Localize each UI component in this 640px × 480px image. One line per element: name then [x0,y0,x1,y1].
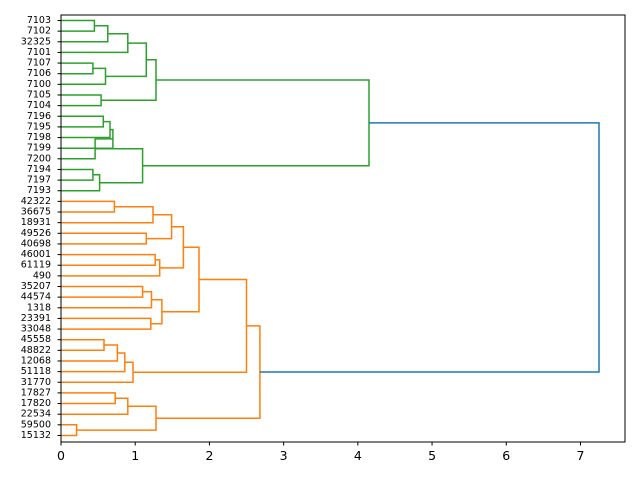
leaf-label: 7193 [27,185,51,196]
leaf-label: 7195 [27,121,51,132]
leaf-label: 17827 [21,387,51,398]
leaf-label: 49526 [21,228,51,239]
leaf-label: 18931 [21,217,51,228]
leaf-label: 7106 [27,68,51,79]
dendrogram-link [61,115,105,128]
leaf-label: 7197 [27,175,51,186]
x-tick-label: 1 [131,448,139,463]
dendrogram-link [61,259,161,277]
x-tick-label: 4 [354,448,362,463]
leaf-label: 7194 [27,164,51,175]
leaf-label: 46001 [21,249,51,260]
dendrogram-link [61,397,129,415]
dendrogram-link [150,299,163,325]
x-tick-label: 7 [576,448,584,463]
leaf-label: 7196 [27,111,51,122]
leaf-label: 7200 [27,153,51,164]
leaf-label: 42322 [21,196,51,207]
dendrogram-link [61,232,148,245]
dendrogram-link [61,291,153,309]
plot-frame [60,14,626,443]
dendrogram-link [61,205,154,224]
dendrogram-link [61,253,156,266]
x-tick-label: 6 [502,448,510,463]
leaf-label: 45558 [21,334,51,345]
dendrogram-link [61,33,129,54]
leaf-label: 7104 [27,100,51,111]
leaf-label: 23391 [21,313,51,324]
dendrogram-link [95,148,144,184]
leaf-label: 44574 [21,292,51,303]
x-tick-label: 0 [57,448,65,463]
dendrogram-link [61,317,152,330]
dendrogram-links [61,19,600,437]
dendrogram-link [142,79,370,167]
dendrogram-link [61,200,116,213]
leaf-label: 490 [33,270,51,281]
dendrogram-link [259,122,600,373]
dendrogram-link [61,392,116,405]
x-tick-label: 5 [428,448,436,463]
leaf-label: 17820 [21,398,51,409]
leaf-label: 12068 [21,355,51,366]
leaf-label: 7102 [27,26,51,37]
leaf-label: 7103 [27,15,51,26]
dendrogram-link [61,168,94,181]
leaf-label: 7100 [27,79,51,90]
leaf-label: 7107 [27,58,51,69]
dendrogram-link [76,405,157,431]
x-tick-label: 3 [280,448,288,463]
leaf-label: 15132 [21,430,51,441]
dendrogram-link [161,246,200,313]
leaf-label: 7101 [27,47,51,58]
dendrogram-link [61,344,119,362]
dendrogram-link [61,338,105,352]
dendrogram-link [61,67,107,86]
dendrogram-link [146,213,173,240]
dendrogram-link [61,19,96,32]
dendrogram-link [61,62,94,75]
leaf-label: 32325 [21,36,51,47]
dendrogram-link [61,174,101,192]
dendrogram-link [133,278,248,374]
leaf-label: 36675 [21,207,51,218]
leaf-labels: 7103710232325710171077106710071057104719… [21,15,61,441]
leaf-label: 1318 [27,302,51,313]
dendrogram-link [105,42,148,78]
leaf-label: 40698 [21,238,51,249]
leaf-label: 48822 [21,345,51,356]
leaf-label: 61119 [21,260,51,271]
leaf-label: 51118 [21,366,51,377]
leaf-label: 35207 [21,281,51,292]
x-axis: 0 1 2 3 4 5 6 7 [57,442,584,463]
x-tick-label: 2 [205,448,213,463]
dendrogram-link [61,352,126,373]
dendrogram-link [61,25,109,43]
leaf-label: 22534 [21,409,51,420]
dendrogram-link [101,58,157,102]
leaf-label: 33048 [21,324,51,335]
dendrogram-link [61,424,78,437]
dendrogram-link [61,94,102,107]
leaf-label: 59500 [21,419,51,430]
leaf-label: 7199 [27,143,51,154]
leaf-label: 7105 [27,89,51,100]
leaf-label: 31770 [21,377,51,388]
dendrogram-link [61,285,144,298]
leaf-label: 7198 [27,132,51,143]
